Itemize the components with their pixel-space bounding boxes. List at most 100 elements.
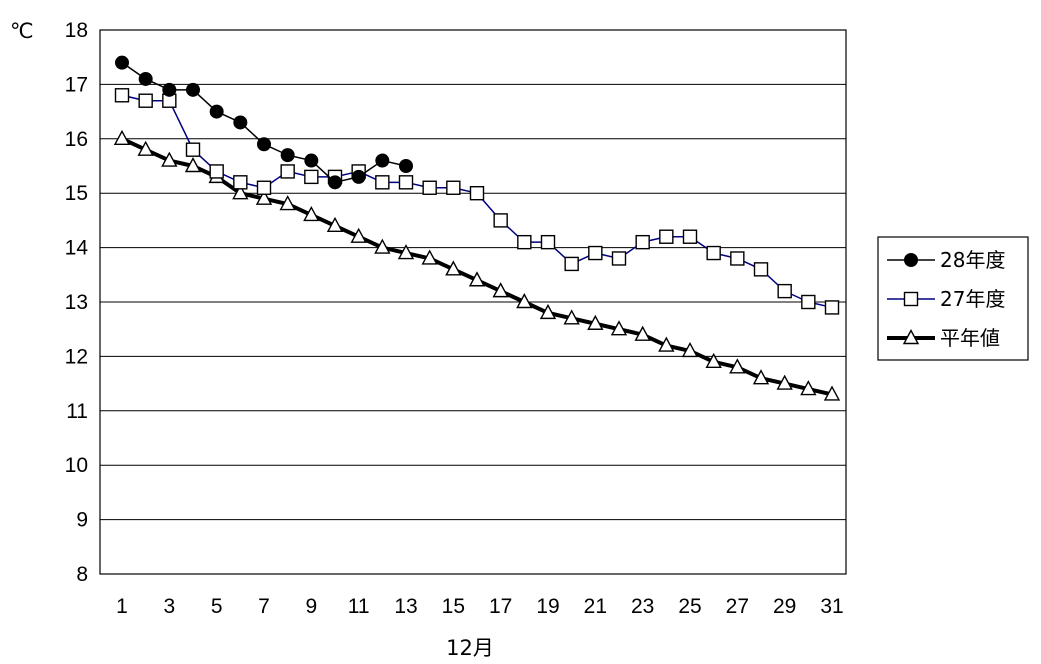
plot-border bbox=[99, 29, 847, 575]
data-point bbox=[801, 294, 816, 310]
series-group bbox=[113, 55, 841, 401]
x-tick-label: 5 bbox=[211, 595, 223, 618]
x-tick-label: 27 bbox=[726, 595, 749, 618]
x-tick-label: 15 bbox=[442, 595, 465, 618]
data-point bbox=[682, 229, 698, 244]
data-point bbox=[375, 153, 390, 168]
gridlines bbox=[100, 83, 846, 521]
data-point bbox=[280, 148, 295, 163]
x-tick-label: 7 bbox=[258, 595, 270, 618]
y-tick-label: 12 bbox=[65, 345, 88, 368]
data-point bbox=[540, 234, 556, 250]
y-tick-label: 18 bbox=[65, 19, 88, 42]
y-tick-label: 8 bbox=[76, 563, 88, 586]
y-axis-ticks: 8 9 10 11 12 13 14 15 16 17 18 bbox=[65, 19, 89, 586]
data-point bbox=[729, 358, 746, 374]
x-axis-ticks: 1 3 5 7 9 11 13 15 17 19 21 23 25 27 29 31 bbox=[116, 595, 844, 618]
data-point bbox=[823, 385, 841, 401]
data-point bbox=[161, 151, 178, 167]
data-point bbox=[233, 175, 248, 190]
data-point bbox=[610, 320, 628, 336]
data-point bbox=[445, 260, 462, 276]
data-point bbox=[186, 82, 200, 97]
data-point bbox=[184, 157, 202, 173]
data-point bbox=[587, 314, 604, 330]
data-point bbox=[468, 271, 486, 287]
legend-label: 28年度 bbox=[940, 248, 1005, 272]
data-point bbox=[326, 216, 344, 233]
data-point bbox=[233, 115, 248, 130]
data-point bbox=[706, 245, 721, 261]
y-tick-label: 14 bbox=[65, 237, 89, 260]
x-tick-label: 3 bbox=[163, 595, 175, 618]
data-point bbox=[137, 140, 154, 156]
data-point bbox=[564, 256, 579, 272]
data-point bbox=[162, 82, 177, 97]
x-tick-label: 9 bbox=[305, 595, 317, 618]
data-point bbox=[399, 159, 413, 173]
y-tick-label: 9 bbox=[76, 509, 88, 532]
legend-item-1: 28年度 bbox=[887, 248, 1005, 272]
legend-item-3: 平年値 bbox=[887, 326, 1000, 350]
data-point bbox=[303, 205, 320, 222]
data-point bbox=[469, 185, 485, 201]
data-point bbox=[658, 336, 675, 352]
data-point bbox=[397, 244, 415, 260]
data-point bbox=[516, 293, 533, 309]
data-point bbox=[422, 180, 437, 195]
data-point bbox=[256, 180, 272, 195]
data-point bbox=[730, 251, 745, 266]
legend-marker bbox=[902, 329, 920, 345]
data-point bbox=[681, 341, 699, 358]
y-tick-label: 11 bbox=[66, 400, 88, 423]
data-point bbox=[635, 234, 650, 250]
data-point bbox=[351, 169, 366, 184]
data-point bbox=[138, 71, 153, 86]
data-point bbox=[705, 352, 722, 369]
data-point bbox=[752, 369, 770, 385]
x-tick-label: 11 bbox=[348, 595, 370, 618]
data-point bbox=[374, 238, 391, 254]
data-point bbox=[350, 227, 367, 243]
y-tick-label: 17 bbox=[65, 73, 88, 96]
x-tick-label: 21 bbox=[584, 595, 607, 618]
y-tick-label: 15 bbox=[65, 182, 88, 205]
legend-item-2: 27年度 bbox=[887, 287, 1005, 311]
data-point bbox=[659, 229, 674, 244]
data-point bbox=[611, 251, 627, 266]
data-point bbox=[634, 325, 651, 341]
legend-marker bbox=[903, 291, 919, 307]
x-tick-label: 13 bbox=[394, 595, 417, 618]
data-point bbox=[800, 380, 817, 396]
data-point bbox=[209, 164, 224, 179]
data-point bbox=[114, 88, 130, 103]
y-tick-label: 16 bbox=[65, 128, 88, 151]
data-point bbox=[588, 245, 603, 261]
series-1 bbox=[115, 55, 413, 190]
x-tick-label: 17 bbox=[489, 595, 512, 618]
data-point bbox=[421, 249, 438, 265]
y-tick-label: 13 bbox=[65, 291, 88, 314]
data-point bbox=[563, 309, 580, 325]
data-point bbox=[138, 93, 153, 108]
data-point bbox=[539, 303, 557, 320]
legend-marker bbox=[904, 253, 918, 267]
x-tick-label: 1 bbox=[116, 595, 128, 618]
data-point bbox=[492, 282, 509, 298]
x-tick-label: 31 bbox=[820, 595, 843, 618]
x-tick-label: 29 bbox=[773, 595, 796, 618]
data-point bbox=[209, 104, 224, 119]
data-point bbox=[777, 283, 792, 299]
legend-label: 平年値 bbox=[940, 326, 1000, 350]
y-tick-label: 10 bbox=[65, 454, 88, 477]
data-point bbox=[232, 184, 249, 200]
x-tick-label: 23 bbox=[631, 595, 654, 618]
y-axis-label: ℃ bbox=[10, 19, 34, 43]
legend-label: 27年度 bbox=[940, 287, 1005, 311]
data-point bbox=[328, 175, 342, 190]
data-point bbox=[493, 213, 508, 228]
data-point bbox=[824, 300, 840, 315]
data-point bbox=[304, 169, 319, 185]
